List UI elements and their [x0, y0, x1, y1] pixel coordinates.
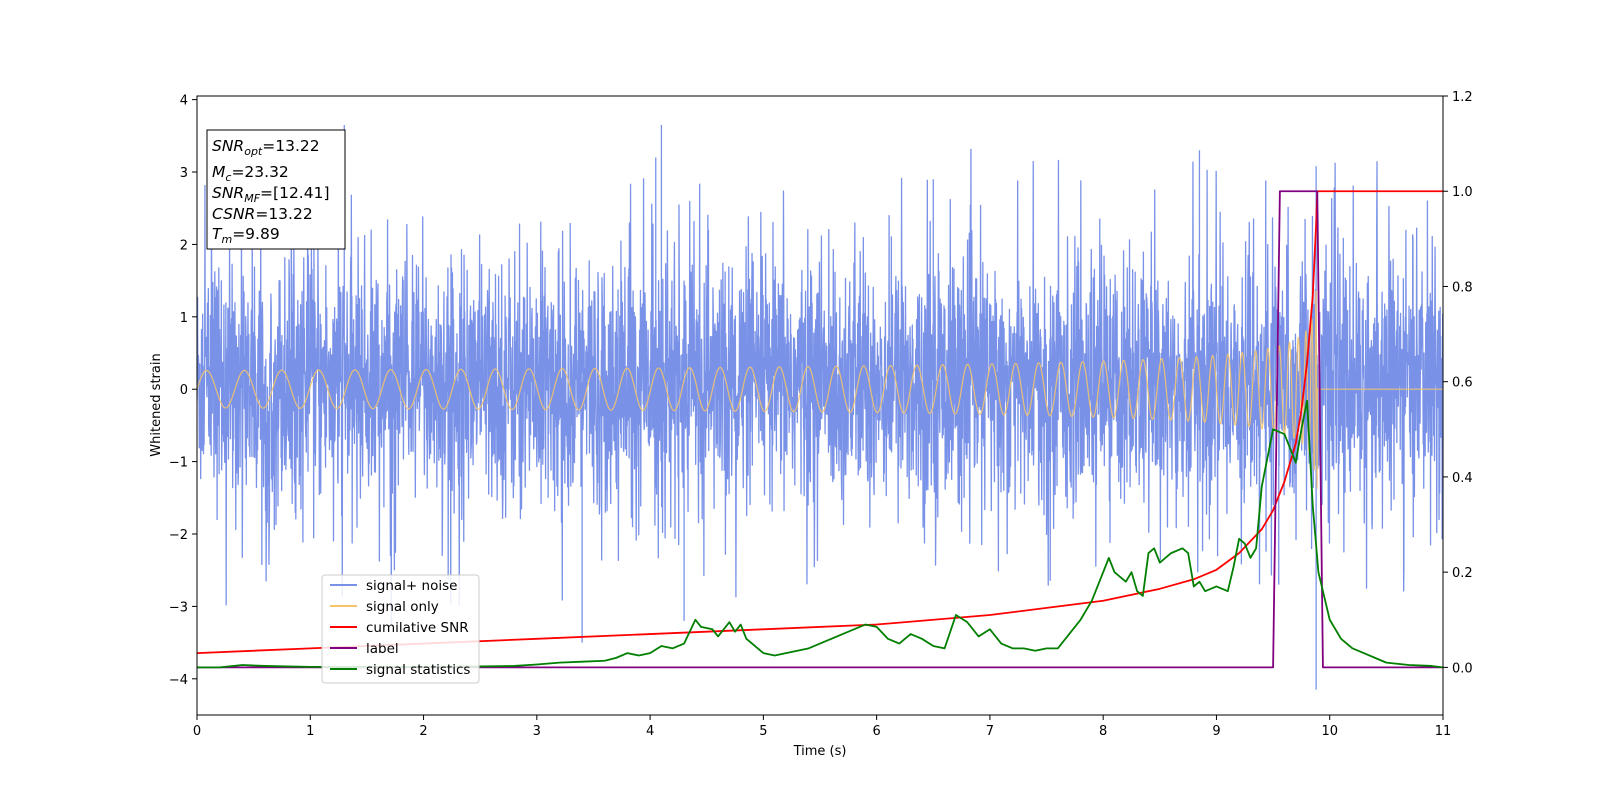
y2-tick-label: 0.8: [1452, 280, 1473, 295]
info-box-frame: [206, 129, 346, 250]
info-snr-opt: SNRopt=13.22: [212, 137, 320, 158]
y2-tick-label: 1.2: [1452, 90, 1473, 105]
legend-label: signal statistics: [366, 662, 470, 678]
legend-label: cumilative SNR: [366, 620, 469, 636]
x-axis: 0 1 2 3 4 5 6 7 8 9 10 11: [193, 715, 1451, 739]
legend-items: signal+ noise signal only cumilative SNR la…: [330, 578, 470, 678]
series-signal-statistics: [197, 399, 1443, 669]
y2-tick-label: 0.6: [1452, 376, 1473, 391]
y2-tick-label: 0.4: [1452, 471, 1473, 486]
y2-tick-label: 0.0: [1452, 661, 1473, 676]
series-cumilative-snr: [197, 190, 1443, 654]
y-tick-label: 1: [180, 311, 188, 326]
y-axis-right: 1.2 1.0 0.8 0.6 0.4 0.2 0.0: [1443, 90, 1473, 676]
x-tick-label: 0: [193, 724, 201, 739]
y2-tick-label: 0.2: [1452, 566, 1473, 581]
info-csnr: CSNR=13.22: [212, 205, 313, 223]
y-axis-left: 4 3 2 1 0 −1 −2 −3 −4: [169, 94, 197, 688]
info-chirp-mass: Mc=23.32: [212, 163, 289, 184]
legend-label: signal only: [366, 599, 439, 615]
info-box: SNRopt=13.22 Mc=23.32 SNRMF=[12.41] CSNR…: [206, 129, 346, 250]
x-tick-label: 5: [759, 724, 767, 739]
plot-frame: [196, 95, 1444, 716]
x-tick-label: 11: [1435, 724, 1452, 739]
series-layer: [197, 124, 1443, 690]
x-axis-label: Time (s): [793, 744, 847, 759]
legend: signal+ noise signal only cumilative SNR la…: [321, 574, 480, 684]
x-tick-label: 9: [1212, 724, 1220, 739]
y-tick-label: −4: [169, 673, 188, 688]
y-tick-label: 2: [180, 238, 188, 253]
legend-frame: [321, 574, 480, 684]
x-tick-label: 7: [986, 724, 994, 739]
series-signal-only: [197, 290, 1443, 489]
y-axis-label: Whitened strain: [149, 353, 164, 456]
x-tick-label: 1: [306, 724, 314, 739]
y-tick-label: −2: [169, 528, 188, 543]
x-tick-label: 10: [1321, 724, 1338, 739]
legend-label: label: [366, 641, 399, 657]
y-tick-label: −3: [169, 600, 188, 615]
y2-tick-label: 1.0: [1452, 185, 1473, 200]
y-tick-label: 4: [180, 94, 188, 109]
series-label: [197, 190, 1443, 669]
x-tick-label: 2: [419, 724, 427, 739]
info-merger-time: Tm=9.89: [212, 225, 280, 246]
x-tick-label: 6: [872, 724, 880, 739]
x-tick-label: 4: [646, 724, 654, 739]
y-tick-label: −1: [169, 456, 188, 471]
x-tick-label: 3: [533, 724, 541, 739]
y-tick-label: 3: [180, 166, 188, 181]
x-tick-label: 8: [1099, 724, 1107, 739]
legend-label: signal+ noise: [366, 578, 457, 594]
y-tick-label: 0: [180, 383, 188, 398]
info-snr-mf: SNRMF=[12.41]: [212, 184, 330, 205]
